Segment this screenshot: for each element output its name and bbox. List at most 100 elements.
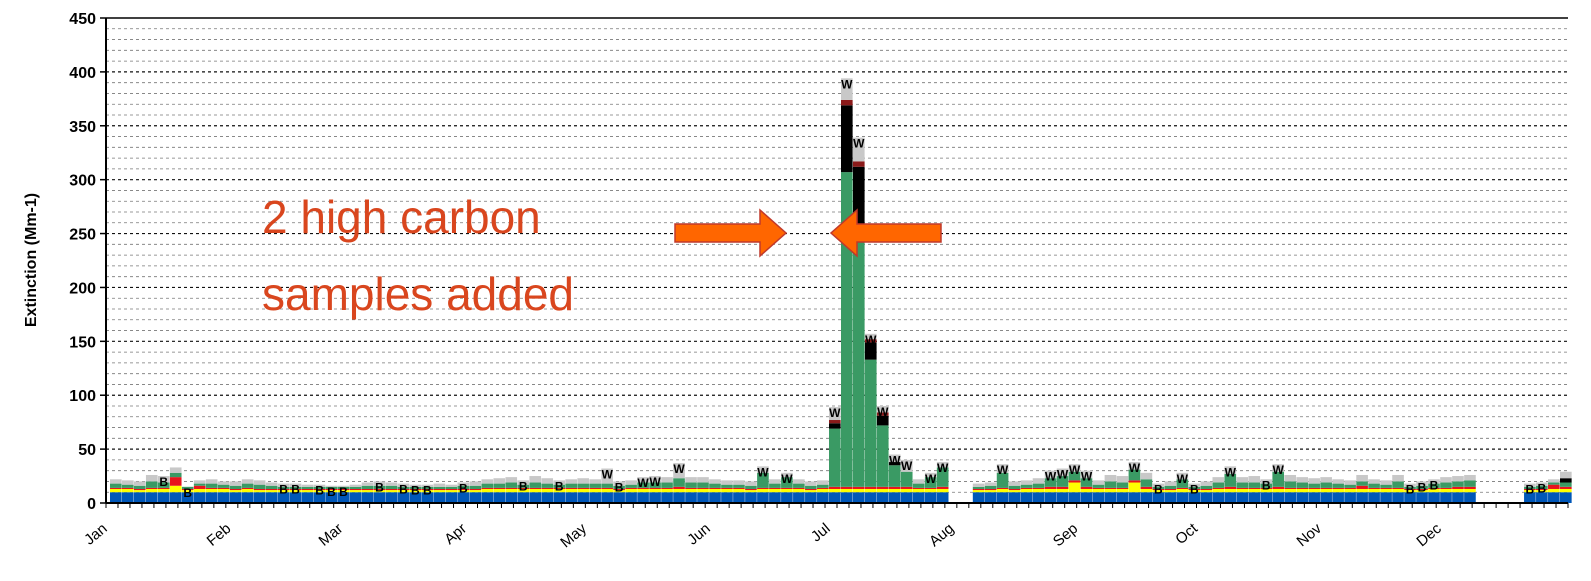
bar-segment-organic xyxy=(781,477,793,488)
sample-flag: B xyxy=(1418,480,1427,494)
bar-segment-lac xyxy=(840,105,853,173)
bar-segment-sulfate xyxy=(781,488,793,493)
annotation: 2 high carbon samples added xyxy=(262,191,942,320)
bar-segment-rayleigh xyxy=(1332,492,1344,503)
bar-segment-nitrate xyxy=(817,487,829,489)
bar-segment-rayleigh xyxy=(133,492,146,503)
bar-segment-cm xyxy=(876,406,889,413)
bar-segment-cm xyxy=(337,485,350,487)
bar-segment-organic xyxy=(589,483,601,488)
sample-flag: W xyxy=(853,137,865,151)
bar-segment-nitrate xyxy=(996,487,1009,489)
bar-segment-organic xyxy=(1452,481,1464,487)
bar-segment-sulfate xyxy=(1356,488,1368,493)
bar-segment-nitrate xyxy=(805,488,817,491)
bar-segment-sulfate xyxy=(157,488,170,493)
bar-segment-rayleigh xyxy=(697,492,709,503)
bar-segment-nitrate xyxy=(1248,487,1261,489)
sample-flag: W xyxy=(757,465,769,479)
bar-segment-nitrate xyxy=(1440,487,1452,489)
sample-flag: W xyxy=(829,406,841,420)
sample-flag: B xyxy=(375,480,384,494)
bar-segment-cm xyxy=(409,484,422,487)
bar-segment-rayleigh xyxy=(613,492,625,503)
bar-segment-rayleigh xyxy=(817,492,829,503)
bar-segment-rayleigh xyxy=(1056,492,1069,503)
bar-segment-organic xyxy=(625,484,637,488)
sample-flag: B xyxy=(615,480,624,494)
sample-flag: B xyxy=(555,479,564,493)
bar-segment-sulfate xyxy=(613,490,625,493)
bar-segment-rayleigh xyxy=(1272,492,1285,503)
bar-segment-sulfate xyxy=(721,488,733,493)
bar-segment-sulfate xyxy=(673,488,685,493)
bar-segment-nitrate xyxy=(397,488,410,491)
bar-segment-sulfate xyxy=(349,490,362,493)
bar-segment-rayleigh xyxy=(673,492,685,503)
sample-flag: B xyxy=(411,484,420,498)
bar-segment-organic xyxy=(505,482,518,488)
bar-segment-sulfate xyxy=(277,490,290,493)
sample-flag: W xyxy=(865,333,877,347)
bar-segment-sulfate xyxy=(493,488,506,493)
bar-segment-organic xyxy=(109,483,122,488)
bar-segment-nitrate xyxy=(721,487,733,489)
bar-segment-nitrate xyxy=(864,486,877,489)
bar-segment-organic xyxy=(1344,484,1356,488)
bar-segment-organic xyxy=(852,233,865,487)
bar-segment-rayleigh xyxy=(745,492,757,503)
bar-segment-cm xyxy=(529,476,542,483)
bar-segment-cm xyxy=(1176,472,1189,480)
bar-segment-organic xyxy=(1068,471,1081,481)
bar-segment-cm xyxy=(888,454,901,463)
bar-segment-nitrate xyxy=(1380,487,1392,489)
bar-segment-nitrate xyxy=(217,487,230,489)
bar-segment-soil xyxy=(852,161,865,167)
bar-segment-rayleigh xyxy=(229,492,242,503)
bar-segment-cm xyxy=(145,474,158,482)
bar-segment-organic xyxy=(601,483,613,488)
bar-segment-rayleigh xyxy=(1344,492,1356,503)
bar-segment-soil xyxy=(829,420,841,424)
bar-segment-organic xyxy=(888,465,901,487)
bar-segment-cm xyxy=(972,483,985,487)
bar-segment-organic xyxy=(1296,482,1308,488)
arrow-right-icon xyxy=(674,208,788,258)
bar-segment-cm xyxy=(1404,483,1416,487)
bar-segment-nitrate xyxy=(733,487,745,489)
bar-segment-cm xyxy=(1164,481,1177,486)
bar-segment-nitrate xyxy=(1188,488,1201,491)
bar-segment-sulfate xyxy=(361,490,374,493)
bar-segment-sulfate xyxy=(840,488,853,493)
month-tick-label: Jun xyxy=(684,520,713,549)
bar-segment-sulfate xyxy=(1536,490,1548,493)
bar-segment-sulfate xyxy=(936,488,949,493)
bar-segment-sulfate xyxy=(1008,490,1021,493)
bar-segment-rayleigh xyxy=(109,492,122,503)
bar-segment-nitrate xyxy=(972,488,985,491)
sample-flag: W xyxy=(1069,463,1081,477)
bar-segment-cm xyxy=(1332,479,1344,484)
bar-segment-cm xyxy=(1104,474,1117,482)
bar-segment-organic xyxy=(145,481,158,488)
bar-segment-sulfate xyxy=(1416,490,1428,493)
bar-segment-rayleigh xyxy=(625,492,637,503)
bar-segment-cm xyxy=(217,481,230,485)
bar-segment-cm xyxy=(361,482,374,486)
bar-segment-sulfate xyxy=(289,490,302,493)
sample-flag: W xyxy=(601,468,613,482)
bar-segment-rayleigh xyxy=(757,492,769,503)
sample-flag: B xyxy=(1406,483,1415,497)
bar-segment-nitrate xyxy=(265,488,278,491)
bar-segment-sulfate xyxy=(912,488,925,493)
bar-segment-nitrate xyxy=(445,488,458,491)
bar-segment-sulfate xyxy=(109,488,122,493)
bar-segment-sulfate xyxy=(661,488,673,493)
y-tick-label: 150 xyxy=(69,334,96,351)
arrow-left-icon xyxy=(829,208,942,258)
bar-segment-rayleigh xyxy=(409,492,422,503)
bar-segment-sulfate xyxy=(1392,488,1404,493)
bar-segment-organic xyxy=(169,472,182,478)
bar-segment-nitrate xyxy=(1116,487,1129,489)
bar-segment-sulfate xyxy=(864,488,877,493)
